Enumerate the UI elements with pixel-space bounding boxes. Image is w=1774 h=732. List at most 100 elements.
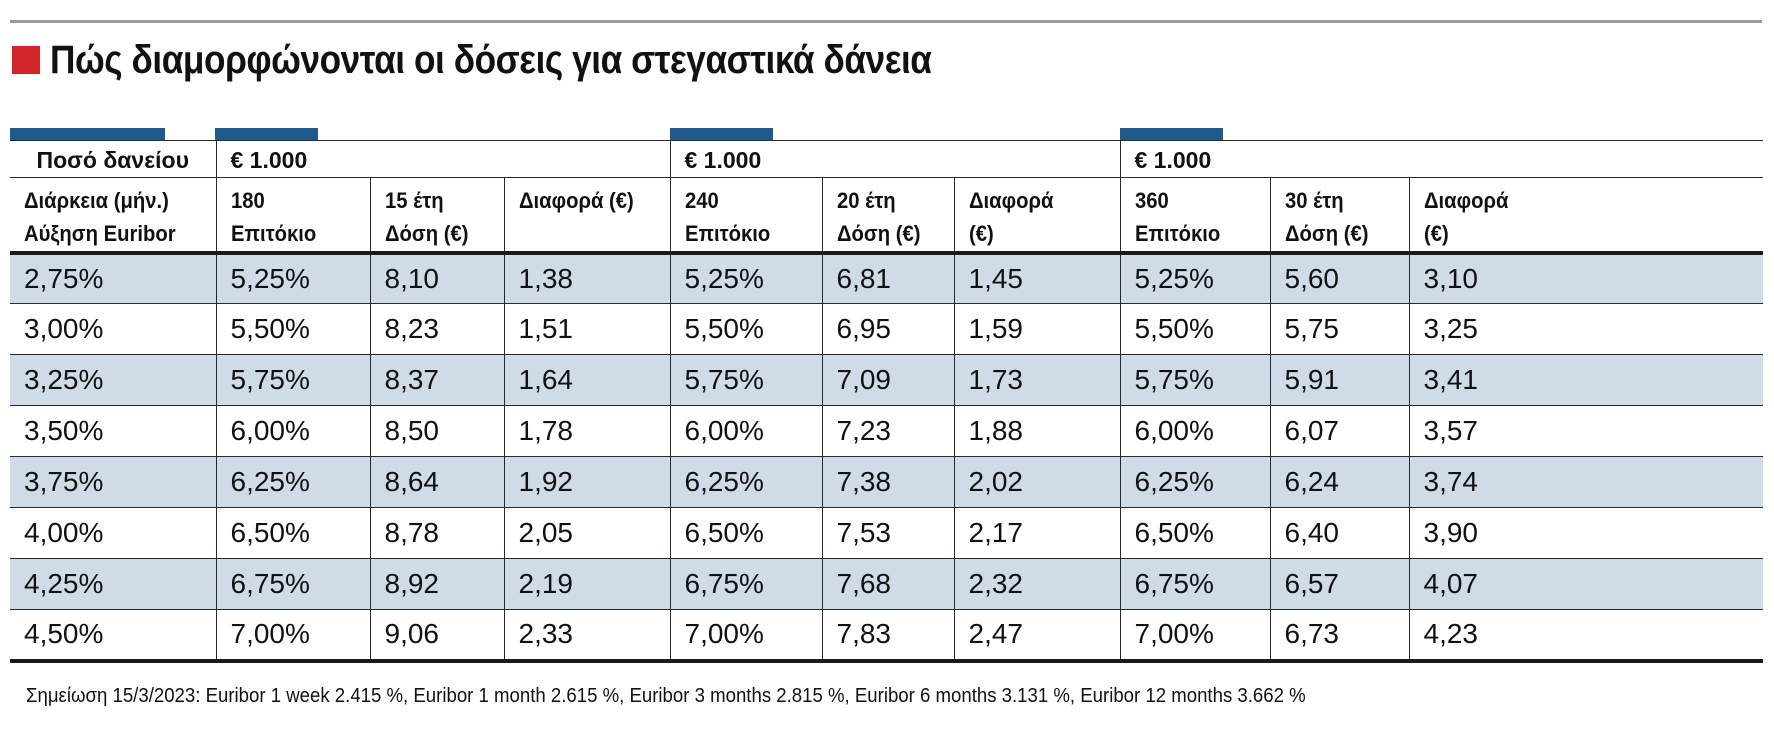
header-180-diff: Διαφορά (€): [504, 177, 671, 255]
footnote: Σημείωση 15/3/2023: Euribor 1 week 2.415…: [26, 685, 1306, 707]
title-marker-square: [12, 46, 40, 74]
table-row: 3,25% 5,75% 8,37 1,64 5,75% 7,09 1,73 5,75% 5,91…: [10, 354, 1764, 406]
cell-dose-240: 7,53: [822, 507, 955, 559]
top-rule: [10, 20, 1762, 23]
cell-dose-360: 5,91: [1270, 354, 1410, 406]
cell-dose-180: 8,10: [370, 252, 505, 304]
cell-dose-180: 8,23: [370, 303, 505, 355]
header-240-diff: Διαφορά (€): [954, 177, 1121, 255]
cell-diff-240: 2,17: [954, 507, 1121, 559]
cell-dose-180: 8,50: [370, 405, 505, 457]
cell-diff-180: 1,38: [504, 252, 671, 304]
cell-rate-180: 5,50%: [216, 303, 371, 355]
dose-label-360: Δόση (€): [1284, 221, 1368, 246]
table-row: 4,25% 6,75% 8,92 2,19 6,75% 7,68 2,32 6,75% 6,57…: [10, 558, 1764, 610]
cell-rate-360: 6,50%: [1120, 507, 1271, 559]
table-row: 3,00% 5,50% 8,23 1,51 5,50% 6,95 1,59 5,50% 5,75…: [10, 303, 1764, 355]
rate-label-360: Επιτόκιο: [1134, 221, 1220, 246]
header-360-dose: 30 έτη Δόση (€): [1270, 177, 1410, 255]
header-row-columns: Διάρκεια (μήν.) Αύξηση Euribor 180 Επιτό…: [10, 177, 1764, 255]
accent-bar-loan: [10, 128, 165, 140]
diff-label-240-line2: (€): [968, 221, 994, 246]
cell-diff-360: 4,07: [1409, 558, 1764, 610]
cell-dose-240: 7,09: [822, 354, 955, 406]
cell-rate-180: 6,25%: [216, 456, 371, 508]
header-360-rate: 360 Επιτόκιο: [1120, 177, 1271, 255]
cell-rate-240: 6,50%: [670, 507, 823, 559]
cell-rate-360: 5,50%: [1120, 303, 1271, 355]
cell-rate-180: 6,00%: [216, 405, 371, 457]
cell-diff-240: 1,88: [954, 405, 1121, 457]
diff-label-360-line2: (€): [1423, 221, 1449, 246]
months-240: 240: [684, 188, 719, 213]
cell-rate-180: 5,25%: [216, 252, 371, 304]
months-360: 360: [1134, 188, 1169, 213]
cell-rate-180: 6,75%: [216, 558, 371, 610]
cell-dose-240: 7,83: [822, 609, 955, 663]
cell-rate-180: 6,50%: [216, 507, 371, 559]
accent-bar-360: [1120, 128, 1223, 140]
cell-diff-240: 2,02: [954, 456, 1121, 508]
header-row-amount: Ποσό δανείου € 1.000 € 1.000 € 1.000: [10, 140, 1764, 178]
table-row: 3,75% 6,25% 8,64 1,92 6,25% 7,38 2,02 6,25% 6,24…: [10, 456, 1764, 508]
cell-diff-180: 1,92: [504, 456, 671, 508]
cell-dose-240: 7,38: [822, 456, 955, 508]
cell-rate-360: 5,75%: [1120, 354, 1271, 406]
table-row: 2,75% 5,25% 8,10 1,38 5,25% 6,81 1,45 5,25% 5,60…: [10, 252, 1764, 304]
header-duration-euribor: Διάρκεια (μήν.) Αύξηση Euribor: [10, 177, 217, 255]
loan-installments-table: Ποσό δανείου € 1.000 € 1.000 € 1.000 Διά…: [10, 140, 1764, 663]
amount-180: € 1.000: [216, 140, 671, 178]
cell-euribor-increase: 3,00%: [10, 303, 217, 355]
cell-dose-360: 5,60: [1270, 252, 1410, 304]
cell-diff-180: 1,78: [504, 405, 671, 457]
cell-rate-360: 6,25%: [1120, 456, 1271, 508]
table-row: 4,50% 7,00% 9,06 2,33 7,00% 7,83 2,47 7,00% 6,73…: [10, 609, 1764, 663]
cell-rate-180: 7,00%: [216, 609, 371, 663]
cell-euribor-increase: 2,75%: [10, 252, 217, 304]
cell-diff-240: 1,45: [954, 252, 1121, 304]
years-20: 20 έτη: [836, 188, 896, 213]
cell-dose-360: 6,57: [1270, 558, 1410, 610]
cell-rate-240: 6,75%: [670, 558, 823, 610]
cell-dose-180: 8,78: [370, 507, 505, 559]
cell-dose-360: 6,24: [1270, 456, 1410, 508]
cell-dose-360: 6,73: [1270, 609, 1410, 663]
dose-label-240: Δόση (€): [836, 221, 920, 246]
title-row: Πώς διαμορφώνονται οι δόσεις για στεγαστ…: [12, 38, 1052, 82]
cell-rate-360: 6,00%: [1120, 405, 1271, 457]
cell-diff-360: 3,74: [1409, 456, 1764, 508]
cell-rate-360: 5,25%: [1120, 252, 1271, 304]
cell-diff-360: 3,25: [1409, 303, 1764, 355]
cell-dose-360: 5,75: [1270, 303, 1410, 355]
cell-diff-180: 2,05: [504, 507, 671, 559]
cell-dose-240: 7,68: [822, 558, 955, 610]
duration-label: Διάρκεια (μήν.): [24, 188, 169, 213]
cell-diff-240: 2,47: [954, 609, 1121, 663]
amount-240: € 1.000: [670, 140, 1121, 178]
cell-rate-240: 5,25%: [670, 252, 823, 304]
page-title: Πώς διαμορφώνονται οι δόσεις για στεγαστ…: [50, 37, 932, 82]
diff-label-360-line1: Διαφορά: [1423, 188, 1508, 213]
cell-euribor-increase: 4,00%: [10, 507, 217, 559]
cell-dose-180: 9,06: [370, 609, 505, 663]
header-180-dose: 15 έτη Δόση (€): [370, 177, 505, 255]
cell-dose-180: 8,64: [370, 456, 505, 508]
accent-bar-240: [670, 128, 773, 140]
cell-dose-360: 6,40: [1270, 507, 1410, 559]
cell-dose-240: 6,95: [822, 303, 955, 355]
cell-diff-240: 1,59: [954, 303, 1121, 355]
amount-360: € 1.000: [1120, 140, 1764, 178]
cell-diff-180: 2,33: [504, 609, 671, 663]
cell-diff-360: 3,57: [1409, 405, 1764, 457]
header-180-rate: 180 Επιτόκιο: [216, 177, 371, 255]
cell-euribor-increase: 3,25%: [10, 354, 217, 406]
cell-rate-360: 7,00%: [1120, 609, 1271, 663]
header-360-diff: Διαφορά (€): [1409, 177, 1764, 255]
cell-rate-180: 5,75%: [216, 354, 371, 406]
cell-rate-240: 5,50%: [670, 303, 823, 355]
cell-diff-360: 3,41: [1409, 354, 1764, 406]
cell-rate-240: 7,00%: [670, 609, 823, 663]
cell-dose-240: 6,81: [822, 252, 955, 304]
dose-label-180: Δόση (€): [384, 221, 468, 246]
cell-diff-180: 1,51: [504, 303, 671, 355]
